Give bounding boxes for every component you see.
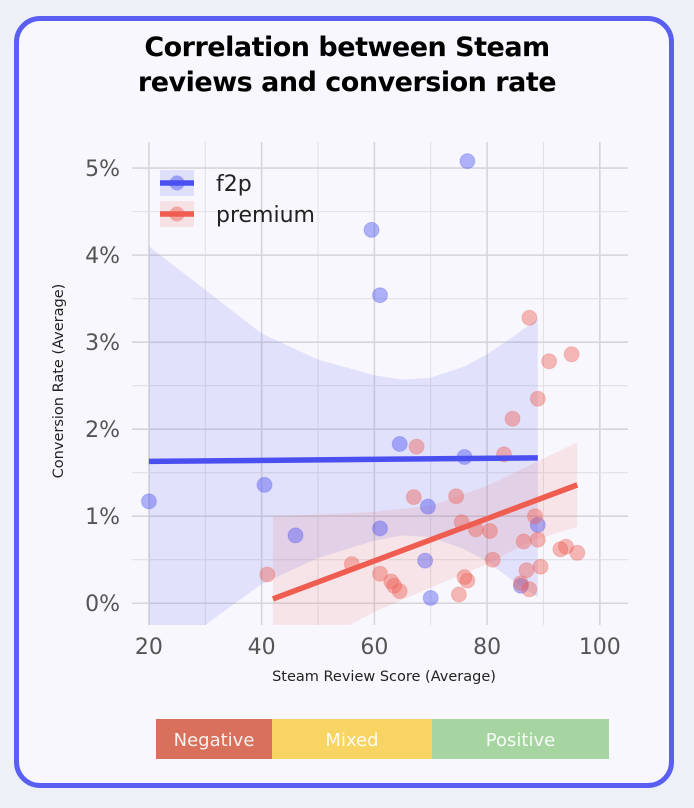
scale-segment-negative [156,719,272,759]
data-point-premium [521,309,538,326]
data-point-premium [563,346,580,363]
data-point-premium [569,544,586,561]
y-axis-label: Conversion Rate (Average) [51,284,67,479]
data-point-premium [521,581,538,598]
y-tick-label: 4% [85,244,120,269]
chart-card [14,16,674,788]
data-point-f2p [256,476,273,493]
legend-marker-premium [169,206,185,222]
confidence-bands [148,246,578,625]
data-point-premium [372,565,388,582]
scale-segment-mixed [272,719,432,759]
data-point-premium [383,573,400,590]
y-tick-label: 2% [85,418,120,443]
y-tick-label: 1% [85,505,120,530]
trend-line-f2p [148,455,538,465]
chart-title-line-2: reviews and conversion rate [137,67,557,98]
legend-label-premium: premium [216,203,315,228]
data-point-premium [405,489,422,506]
data-point-f2p [372,520,388,537]
data-point-f2p [287,527,304,544]
data-point-premium [552,541,569,558]
scale-label-negative: Negative [174,730,255,751]
data-point-f2p [372,287,388,304]
data-point-f2p [459,153,476,170]
data-point-premium [408,438,425,455]
trend-line-premium [271,482,579,602]
data-point-f2p [140,493,157,510]
data-point-premium [527,508,543,525]
data-point-premium [529,390,546,407]
review-score-scale: Negative Mixed Positive [156,719,609,759]
data-point-f2p [529,516,546,533]
data-point-premium [448,488,465,505]
data-point-f2p [419,498,436,515]
data-point-premium [541,353,558,370]
y-tick-label: 0% [85,592,120,617]
data-point-premium [512,575,529,592]
x-tick-label: 60 [360,635,388,660]
data-point-premium [558,538,574,555]
tick-labels: 20 40 60 80 100 0% 1% 2% 3% 4% 5% [85,157,621,660]
data-point-premium [456,569,473,586]
data-point-premium [529,531,546,548]
x-tick-label: 100 [579,635,621,660]
data-point-f2p [391,436,408,452]
grid-lines [132,142,628,625]
chart-title-line-1: Correlation between Steam [144,32,550,63]
confidence-band-premium [272,442,578,625]
data-point-premium [386,577,403,594]
data-point-premium [450,586,467,603]
scale-label-positive: Positive [486,730,555,751]
x-tick-label: 40 [248,635,276,660]
x-tick-label: 20 [135,635,163,660]
data-point-premium [391,583,408,600]
x-axis-label: Steam Review Score (Average) [272,669,496,685]
x-tick-label: 80 [473,635,501,660]
data-point-premium [532,558,549,575]
data-point-f2p [422,590,439,606]
trend-lines [148,455,579,602]
scale-label-mixed: Mixed [325,730,378,751]
legend-label-f2p: f2p [216,172,252,197]
legend-marker-f2p [169,175,185,191]
legend: f2p premium [160,170,315,228]
data-point-premium [518,562,535,579]
chart-title: Correlation between Steam reviews and co… [0,30,694,100]
y-tick-label: 3% [85,331,120,356]
confidence-band-f2p [148,246,538,625]
data-point-premium [504,410,521,427]
data-point-premium [459,572,476,589]
data-point-premium [481,523,498,539]
data-point-premium [259,566,276,583]
scale-segment-positive [432,719,609,759]
data-points [140,153,586,606]
data-point-f2p [512,577,529,594]
data-point-premium [484,551,501,568]
data-point-f2p [417,552,434,569]
data-point-f2p [363,221,380,238]
data-point-premium [515,533,532,550]
y-tick-label: 5% [85,157,120,182]
